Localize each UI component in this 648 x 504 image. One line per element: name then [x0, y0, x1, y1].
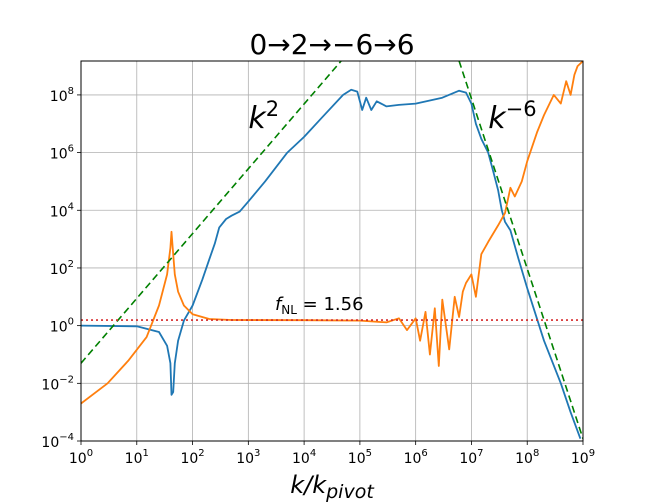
x-tick-label: 107	[459, 448, 483, 467]
x-tick-exp: 8	[533, 448, 539, 459]
x-tick-base: 10	[180, 451, 198, 467]
x-tick-label: 100	[69, 448, 93, 467]
x-tick-label: 103	[236, 448, 260, 467]
x-tick-label: 105	[348, 448, 372, 467]
x-tick-label: 101	[125, 448, 149, 467]
series-layer	[81, 61, 583, 440]
series-line-0	[81, 88, 582, 440]
x-tick-exp: 2	[198, 448, 204, 459]
x-tick-base: 10	[69, 451, 87, 467]
x-tick-base: 10	[125, 451, 143, 467]
x-tick-base: 10	[404, 451, 422, 467]
x-tick-exp: 5	[366, 448, 372, 459]
y-tick-label: 104	[50, 201, 74, 220]
y-tick-label: 100	[50, 317, 74, 336]
x-tick-base: 10	[348, 451, 366, 467]
x-tick-base: 10	[515, 451, 533, 467]
x-tick-exp: 1	[143, 448, 149, 459]
series-line-3	[458, 61, 583, 439]
x-tick-label: 108	[515, 448, 539, 467]
y-tick-label: 106	[50, 144, 74, 163]
series-line-1	[81, 61, 583, 405]
x-tick-base: 10	[571, 451, 589, 467]
y-tick-exp: −2	[59, 374, 74, 385]
plot-frame	[80, 60, 584, 442]
x-axis-label: k/kpivot	[290, 471, 375, 503]
annotation-k2: k2	[248, 97, 279, 136]
chart-title: 0→2→−6→6	[249, 28, 414, 61]
x-tick-label: 102	[180, 448, 204, 467]
annotation-fnl-sub: NL	[281, 303, 297, 317]
annotation-fnl: fNL = 1.56	[275, 294, 364, 317]
x-tick-exp: 9	[589, 448, 595, 459]
y-tick-exp: 8	[68, 86, 74, 97]
y-tick-label: 102	[50, 259, 74, 278]
y-tick-exp: 4	[68, 201, 74, 212]
x-tick-base: 10	[236, 451, 254, 467]
annotation-base: k	[248, 101, 267, 136]
annotation-fnl-rest: = 1.56	[297, 294, 364, 315]
x-tick-label: 104	[292, 448, 316, 467]
x-tick-base: 10	[292, 451, 310, 467]
x-tick-base: 10	[459, 451, 477, 467]
x-tick-exp: 0	[87, 448, 93, 459]
ticks: 100 101 102 103 104 105 106 107 108 10910−410−210…	[41, 86, 595, 467]
annotation-base: k	[488, 101, 507, 136]
y-tick-base: 10	[50, 89, 68, 105]
series-line-2	[81, 61, 342, 364]
y-tick-exp: 0	[68, 317, 74, 328]
y-tick-base: 10	[41, 435, 59, 451]
y-tick-base: 10	[50, 204, 68, 220]
annotation-fnl-base: f	[275, 294, 284, 315]
y-tick-label: 108	[50, 86, 74, 105]
x-tick-exp: 4	[310, 448, 316, 459]
y-tick-exp: 2	[68, 259, 74, 270]
y-tick-exp: −4	[59, 432, 74, 443]
y-tick-label: 10−2	[41, 374, 74, 393]
annotation-km6: k−6	[488, 97, 536, 136]
y-tick-base: 10	[50, 320, 68, 336]
annotation-exp: −6	[506, 97, 537, 121]
y-tick-label: 10−4	[41, 432, 74, 451]
x-tick-exp: 7	[477, 448, 483, 459]
y-tick-base: 10	[50, 147, 68, 163]
y-tick-base: 10	[41, 377, 59, 393]
y-tick-exp: 6	[68, 144, 74, 155]
annotation-exp: 2	[266, 97, 279, 121]
x-tick-label: 109	[571, 448, 595, 467]
y-tick-base: 10	[50, 262, 68, 278]
x-tick-label: 106	[404, 448, 428, 467]
x-tick-exp: 6	[421, 448, 427, 459]
x-tick-exp: 3	[254, 448, 260, 459]
